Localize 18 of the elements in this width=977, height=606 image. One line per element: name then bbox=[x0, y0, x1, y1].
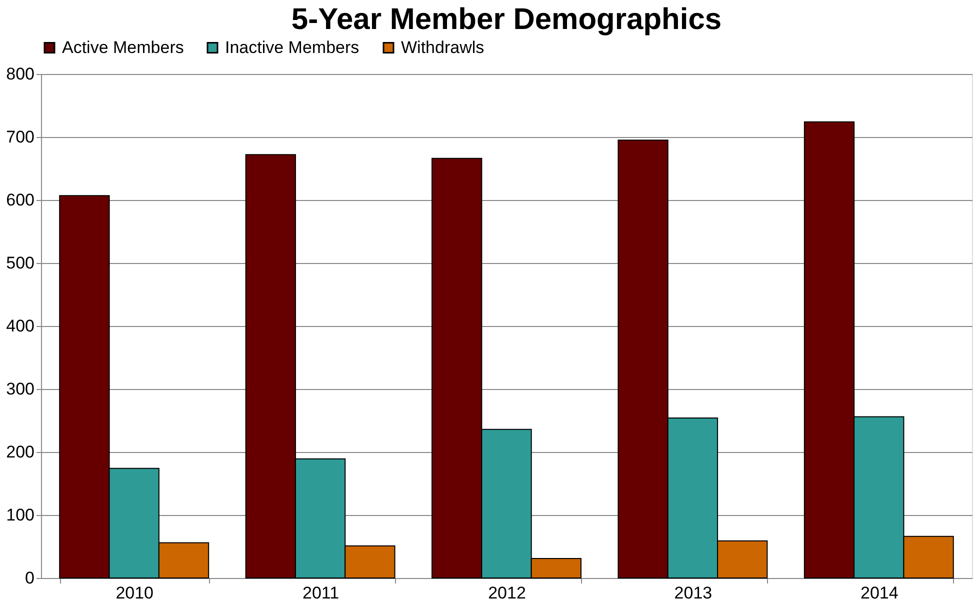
y-tick-label: 300 bbox=[6, 380, 34, 398]
x-tick-label: 2014 bbox=[860, 584, 898, 602]
y-tick-label: 800 bbox=[6, 64, 34, 84]
y-tick-label: 500 bbox=[6, 254, 34, 272]
x-tick-label: 2013 bbox=[674, 584, 712, 602]
y-tick-label: 100 bbox=[6, 506, 34, 524]
legend-label: Withdrawls bbox=[401, 38, 484, 57]
y-tick-label: 600 bbox=[6, 190, 34, 210]
chart-title: 5-Year Member Demographics bbox=[291, 3, 722, 36]
x-tick-label: 2010 bbox=[116, 584, 154, 602]
y-tick-label: 0 bbox=[25, 568, 34, 588]
legend-label: Active Members bbox=[62, 38, 184, 57]
x-tick-label: 2012 bbox=[488, 584, 526, 602]
legend-label: Inactive Members bbox=[225, 38, 360, 57]
x-tick-label: 2011 bbox=[302, 584, 340, 602]
y-tick-label: 200 bbox=[6, 442, 34, 462]
y-tick-label: 700 bbox=[6, 128, 34, 146]
y-tick-label: 400 bbox=[6, 316, 34, 336]
